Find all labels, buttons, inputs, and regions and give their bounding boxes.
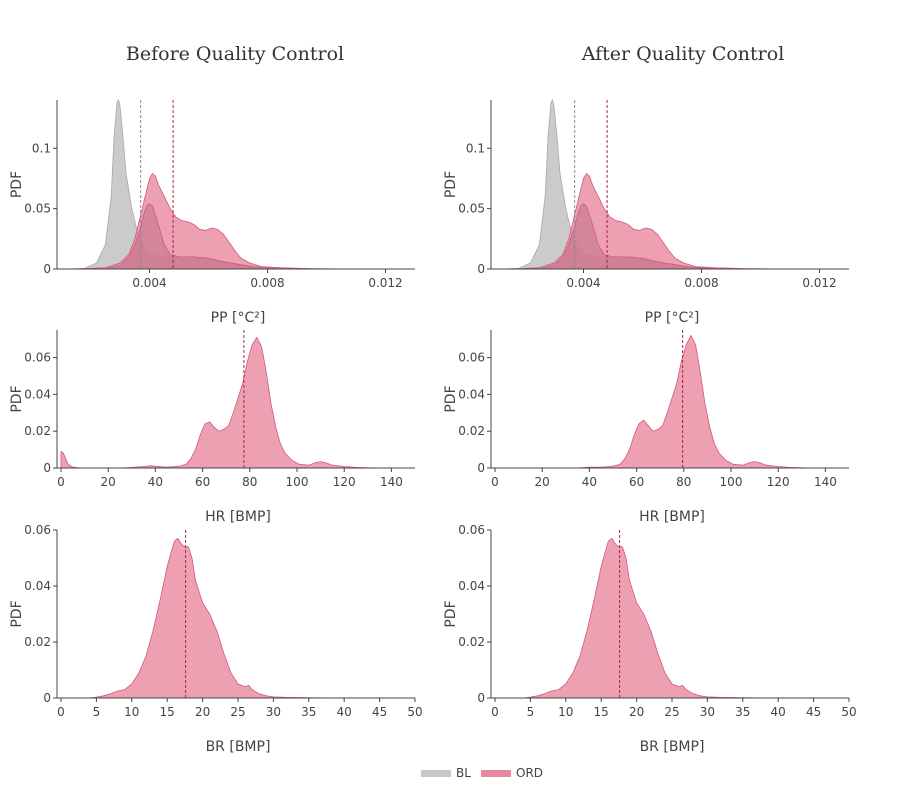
density-area-overlap [105,203,283,270]
panel-after-row-0: 0.004 0.008 0.012 0 0.05 0.1 PP [°C²] PDF [443,98,849,326]
x-tick-label: 20 [629,705,644,719]
x-tick-label: 5 [93,705,101,719]
panel-after-row-2: 0 5 10 15 20 25 30 35 40 45 50 0 0.02 0.04 0.06 BR [BMP… [443,523,857,755]
x-tick-label: 120 [767,475,790,489]
density-area-ord [60,336,380,469]
x-tick-label: 25 [664,705,679,719]
x-tick-label: 60 [629,475,644,489]
x-tick-label: 15 [160,705,175,719]
y-tick-label: 0.02 [24,635,51,649]
x-axis-label: BR [BMP] [640,739,705,755]
x-tick-label: 120 [333,475,356,489]
panel-before-row-1: 0 20 40 60 80 100 120 140 0 0.02 0.04 0.06 HR [BMP] P… [9,330,415,525]
x-tick-label: 140 [814,475,837,489]
y-tick-label: 0.04 [24,579,51,593]
x-tick-label: 45 [372,705,387,719]
legend-label-bl: BL [456,766,471,780]
y-tick-label: 0 [477,461,485,475]
x-tick-label: 100 [286,475,309,489]
column-title-after: After Quality Control [581,43,785,65]
y-tick-label: 0.02 [458,635,485,649]
x-tick-label: 50 [407,705,422,719]
legend-swatch-ord [481,770,511,777]
y-axis-label: PDF [9,385,25,412]
y-tick-label: 0 [43,262,51,276]
x-tick-label: 0.004 [132,276,166,290]
x-tick-label: 140 [380,475,403,489]
x-tick-label: 0.012 [802,276,836,290]
x-tick-label: 45 [806,705,821,719]
density-area-ord [89,537,331,699]
y-tick-label: 0.1 [466,141,485,155]
x-tick-label: 0.012 [368,276,402,290]
panel-after-row-1: 0 20 40 60 80 100 120 140 0 0.02 0.04 0.06 HR [BMP] P… [443,330,849,525]
y-tick-label: 0.04 [458,579,485,593]
x-tick-label: 0.008 [250,276,284,290]
x-tick-label: 15 [594,705,609,719]
y-axis-label: PDF [443,171,459,198]
x-tick-label: 10 [558,705,573,719]
x-tick-label: 0 [491,705,499,719]
x-tick-label: 60 [195,475,210,489]
x-tick-label: 40 [582,475,597,489]
y-axis-label: PDF [9,600,25,627]
x-tick-label: 20 [195,705,210,719]
y-tick-label: 0.06 [458,523,485,537]
panel-before-row-2: 0 5 10 15 20 25 30 35 40 45 50 0 0.02 0.04 0.06 BR [BMP… [9,523,423,755]
column-title-before: Before Quality Control [126,43,344,65]
y-axis-label: PDF [443,600,459,627]
y-tick-label: 0.06 [24,523,51,537]
x-tick-label: 25 [230,705,245,719]
x-tick-label: 0 [491,475,499,489]
y-tick-label: 0.02 [24,424,51,438]
x-tick-label: 0.004 [566,276,600,290]
y-tick-label: 0.04 [24,387,51,401]
x-axis-label: HR [BMP] [205,509,271,525]
x-axis-label: BR [BMP] [206,739,271,755]
density-area-ord [577,334,814,469]
x-tick-label: 50 [841,705,856,719]
x-tick-label: 20 [535,475,550,489]
legend[interactable]: BL ORD [421,766,543,780]
y-tick-label: 0.05 [458,202,485,216]
x-tick-label: 0.008 [684,276,718,290]
density-area-overlap [539,203,717,270]
y-axis-label: PDF [443,385,459,412]
y-axis-label: PDF [9,171,25,198]
x-tick-label: 80 [676,475,691,489]
y-tick-label: 0.06 [24,351,51,365]
x-tick-label: 20 [101,475,116,489]
x-axis-label: PP [°C²] [645,310,700,326]
panel-before-row-0: 0.004 0.008 0.012 0 0.05 0.1 PP [°C²] PDF [9,98,415,326]
x-tick-label: 35 [735,705,750,719]
legend-swatch-bl [421,770,451,777]
y-tick-label: 0 [477,262,485,276]
x-tick-label: 35 [301,705,316,719]
y-tick-label: 0.06 [458,351,485,365]
legend-label-ord: ORD [516,766,543,780]
x-tick-label: 10 [124,705,139,719]
x-tick-label: 100 [720,475,743,489]
x-tick-label: 30 [700,705,715,719]
x-tick-label: 40 [337,705,352,719]
x-tick-label: 80 [242,475,257,489]
x-tick-label: 0 [57,475,65,489]
x-tick-label: 40 [148,475,163,489]
x-axis-label: PP [°C²] [211,310,266,326]
density-area-ord [523,537,765,699]
y-tick-label: 0 [477,691,485,705]
x-tick-label: 30 [266,705,281,719]
x-axis-label: HR [BMP] [639,509,705,525]
y-tick-label: 0 [43,691,51,705]
y-tick-label: 0.1 [32,141,51,155]
x-tick-label: 5 [527,705,535,719]
y-tick-label: 0.02 [458,424,485,438]
x-tick-label: 40 [771,705,786,719]
x-tick-label: 0 [57,705,65,719]
y-tick-label: 0.05 [24,202,51,216]
y-tick-label: 0 [43,461,51,475]
y-tick-label: 0.04 [458,387,485,401]
